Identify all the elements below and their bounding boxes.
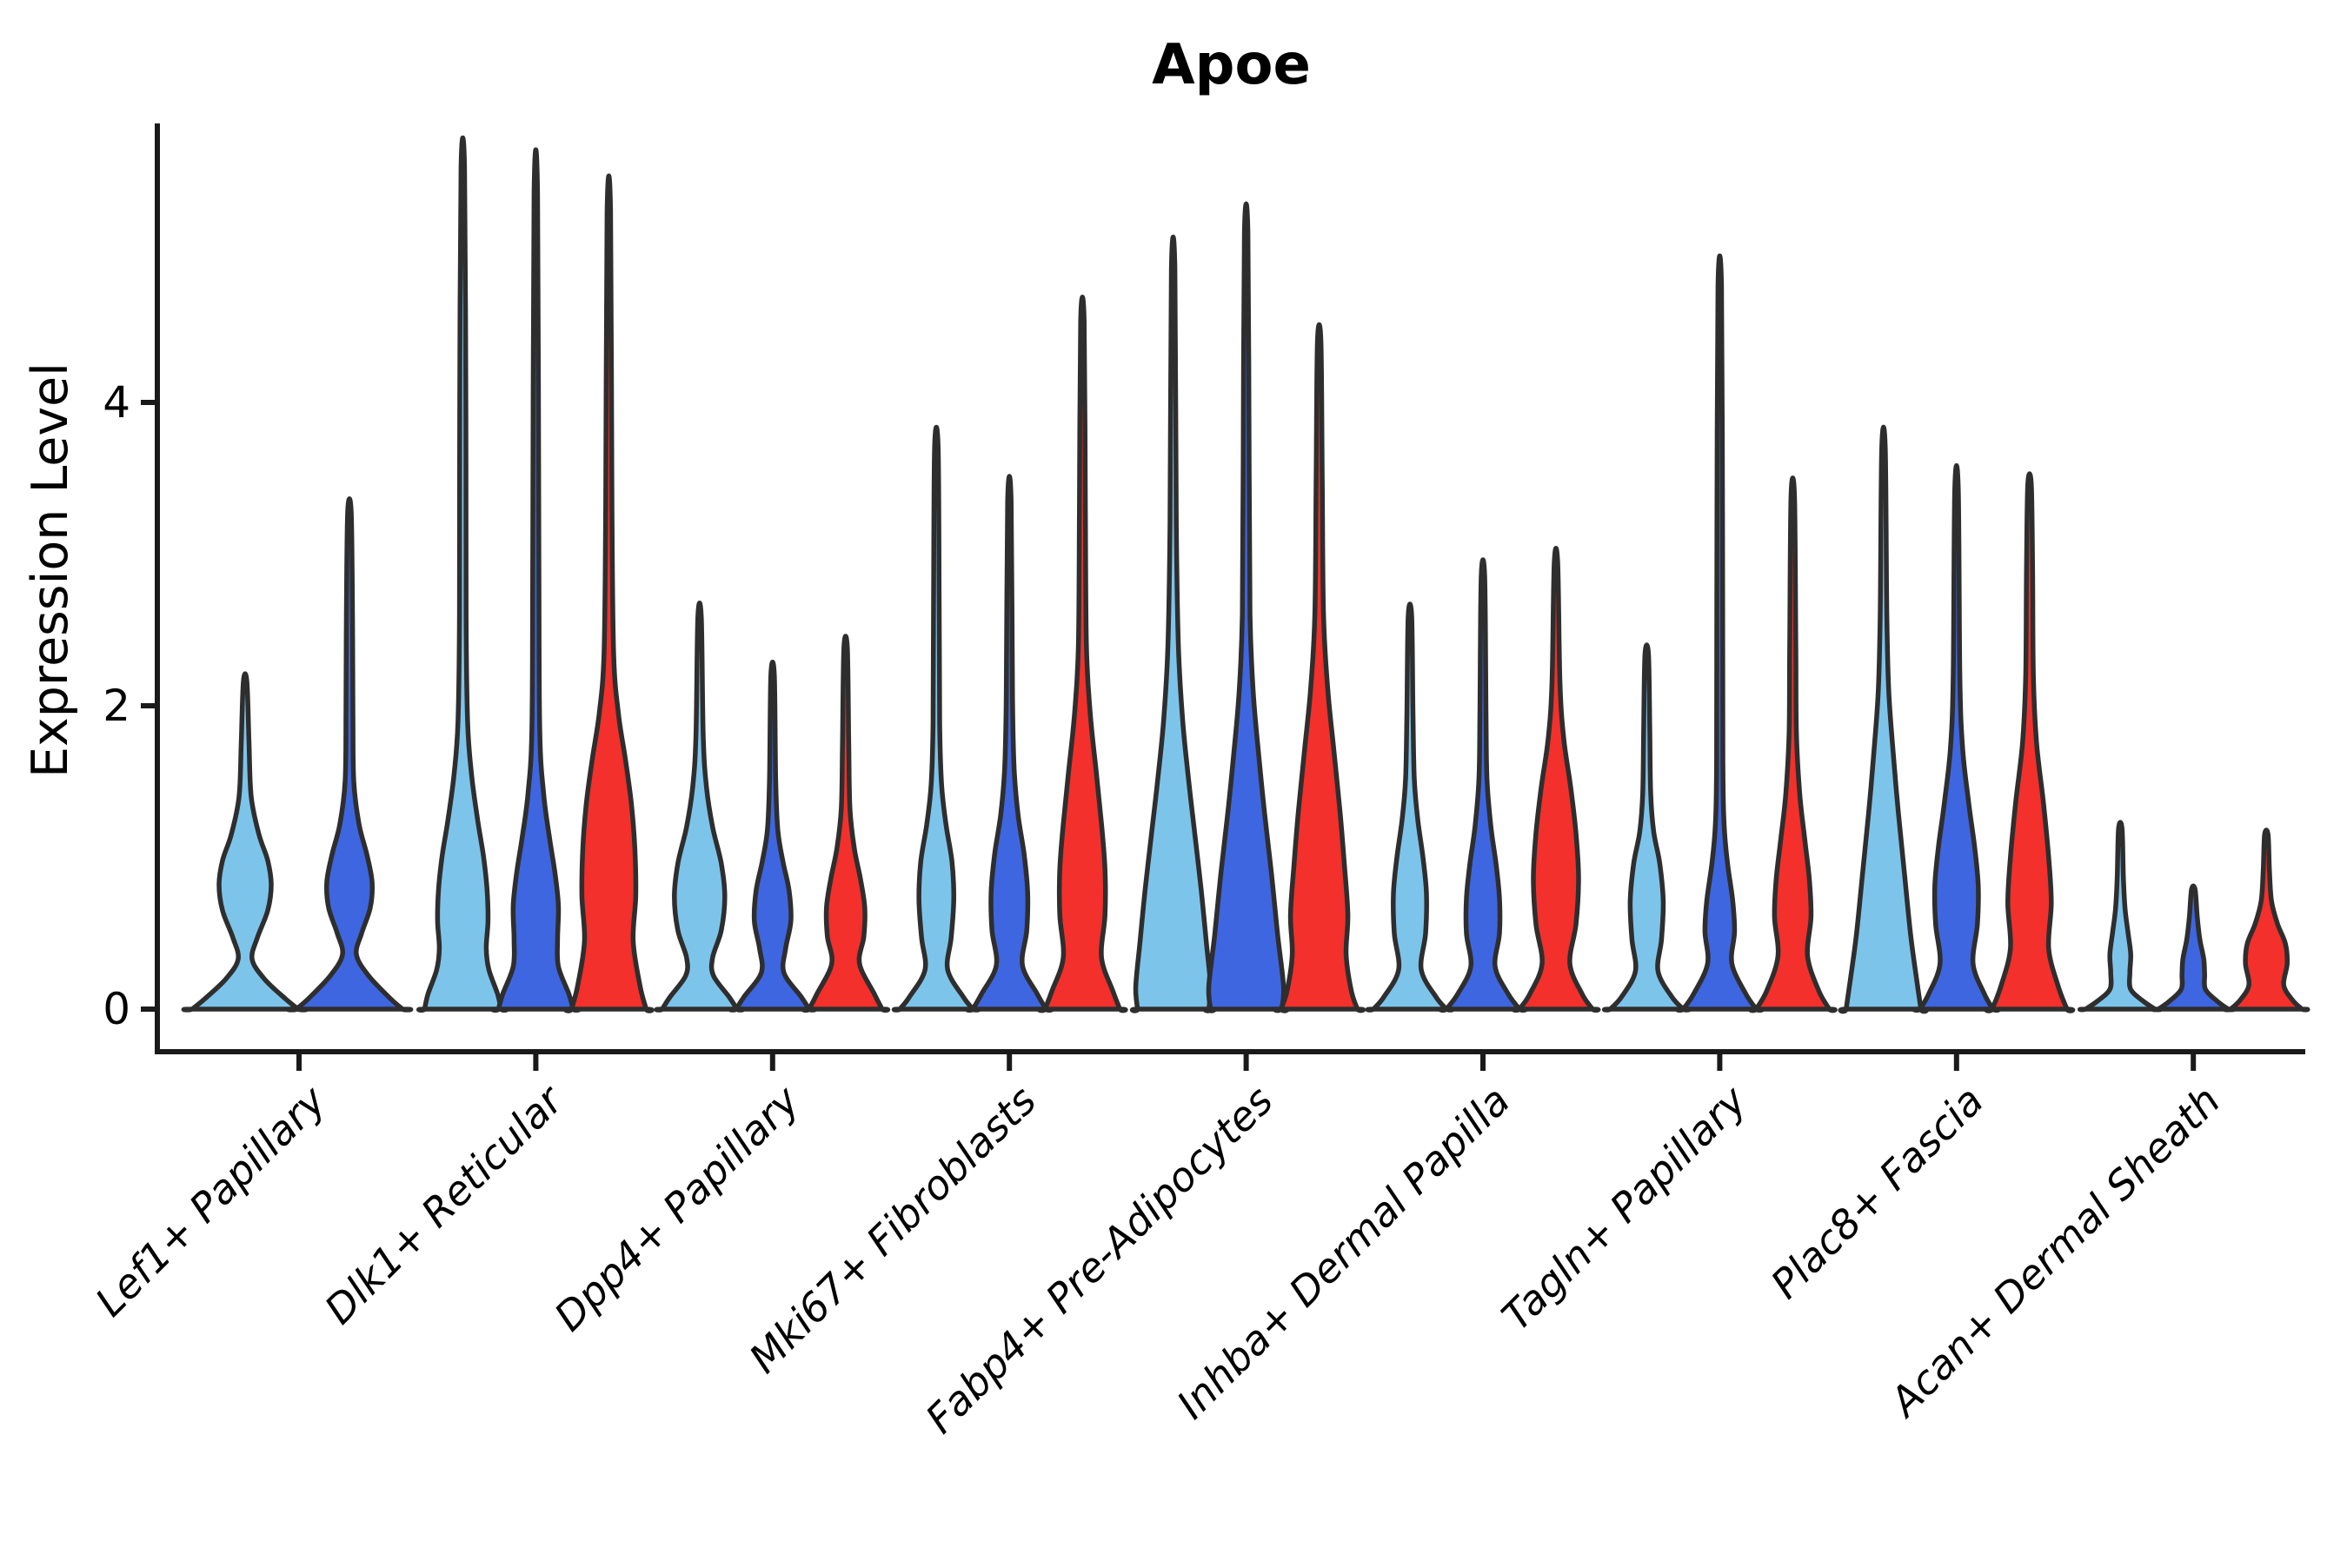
chart-title: Apoe (1152, 33, 1311, 97)
violin-tagln-papillary-light-blue (1601, 642, 1692, 1013)
x-tick-label-dpp4-papillary: Dpp4+ Papillary (545, 1076, 808, 1339)
violin-dlk1-reticular-light-blue (416, 135, 509, 1013)
x-tick-label-tagln-papillary: Tagln+ Papillary (1493, 1076, 1756, 1339)
violin-plac8-fascia-light-blue (1838, 424, 1930, 1014)
violin-lef1-papillary-light-blue (181, 671, 309, 1013)
violin-mki67-fibroblasts-light-blue (891, 424, 981, 1013)
violin-tagln-papillary-red (1747, 475, 1838, 1013)
violin-fabp4-pre-adipocytes-red (1273, 322, 1366, 1013)
violin-mki67-fibroblasts-royal-blue (964, 474, 1054, 1013)
violin-plac8-fascia-red (1984, 471, 2076, 1013)
violin-dpp4-papillary-light-blue (654, 601, 746, 1013)
violin-acan-dermal-sheath-red (2222, 827, 2310, 1013)
violin-tagln-papillary-royal-blue (1674, 253, 1765, 1013)
violin-inhba-dermal-papilla-red (1511, 546, 1601, 1013)
x-tick-label-dlk1-reticular: Dlk1+ Reticular (316, 1075, 574, 1333)
violin-plac8-fascia-royal-blue (1912, 463, 2002, 1013)
y-tick-label: 0 (103, 984, 130, 1034)
y-tick-label: 4 (103, 377, 130, 428)
violin-fabp4-pre-adipocytes-light-blue (1129, 235, 1217, 1013)
violin-mki67-fibroblasts-red (1036, 295, 1128, 1013)
violin-dlk1-reticular-red (563, 173, 655, 1013)
x-tick-label-plac8-fascia: Plac8+ Fascia (1762, 1077, 1992, 1307)
y-tick-label: 2 (103, 681, 130, 731)
violin-fabp4-pre-adipocytes-royal-blue (1202, 201, 1290, 1013)
violin-lef1-papillary-royal-blue (285, 496, 414, 1013)
violin-dlk1-reticular-royal-blue (490, 147, 582, 1013)
violin-inhba-dermal-papilla-light-blue (1365, 601, 1455, 1013)
violin-dpp4-papillary-red (801, 634, 891, 1013)
x-tick-label-lef1-papillary: Lef1+ Papillary (86, 1076, 335, 1325)
y-axis-label: Expression Level (22, 362, 79, 778)
violin-dpp4-papillary-royal-blue (728, 660, 818, 1013)
violin-acan-dermal-sheath-royal-blue (2151, 883, 2237, 1013)
violin-inhba-dermal-papilla-royal-blue (1438, 557, 1528, 1013)
violin-acan-dermal-sheath-light-blue (2078, 820, 2164, 1013)
